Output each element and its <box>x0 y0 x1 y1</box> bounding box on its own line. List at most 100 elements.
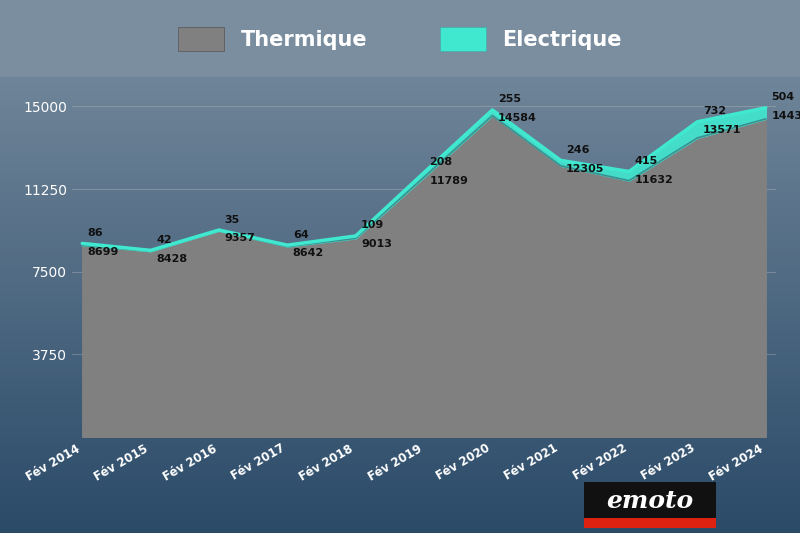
Bar <box>0 419 800 421</box>
Bar <box>0 309 800 311</box>
Text: 42: 42 <box>156 235 172 245</box>
Bar <box>0 384 800 385</box>
Bar <box>0 215 800 217</box>
Bar <box>0 224 800 225</box>
Bar <box>0 455 800 457</box>
Bar <box>0 28 800 30</box>
Bar <box>0 48 800 50</box>
Bar <box>0 219 800 220</box>
Bar <box>0 201 800 203</box>
Bar <box>0 288 800 289</box>
Bar <box>0 203 800 204</box>
Bar <box>0 12 800 14</box>
Bar <box>0 107 800 108</box>
Bar <box>0 132 800 133</box>
Bar <box>0 473 800 474</box>
Bar <box>0 20 800 21</box>
Bar <box>0 444 800 446</box>
Bar <box>0 279 800 281</box>
Bar <box>0 192 800 193</box>
Bar <box>0 428 800 430</box>
Bar <box>0 272 800 273</box>
Bar <box>0 204 800 206</box>
Bar <box>0 505 800 506</box>
Bar <box>0 185 800 187</box>
Bar <box>0 458 800 460</box>
Bar <box>0 425 800 426</box>
Bar <box>0 126 800 128</box>
Bar <box>0 345 800 346</box>
Bar <box>0 531 800 533</box>
Bar <box>0 257 800 260</box>
Bar <box>0 80 800 82</box>
Bar <box>0 101 800 103</box>
Bar <box>0 364 800 366</box>
Bar <box>0 241 800 244</box>
Bar <box>0 394 800 396</box>
Bar <box>0 5 800 7</box>
Bar <box>0 302 800 304</box>
Bar <box>0 462 800 464</box>
Bar <box>0 181 800 183</box>
Bar <box>0 361 800 362</box>
Bar <box>0 529 800 531</box>
Bar <box>0 59 800 60</box>
Bar <box>0 199 800 201</box>
Bar <box>0 36 800 37</box>
Bar <box>0 289 800 292</box>
Bar <box>0 100 800 101</box>
Bar <box>0 499 800 501</box>
Bar <box>0 158 800 160</box>
Bar <box>0 273 800 276</box>
Text: 109: 109 <box>361 221 384 230</box>
Bar <box>0 146 800 148</box>
Bar <box>0 53 800 55</box>
Bar <box>0 476 800 478</box>
Bar <box>0 330 800 332</box>
Bar <box>0 62 800 64</box>
Text: 9013: 9013 <box>361 239 392 249</box>
Bar <box>0 469 800 471</box>
Bar <box>0 196 800 197</box>
Bar <box>0 254 800 256</box>
Bar <box>0 325 800 327</box>
Bar <box>0 87 800 89</box>
Bar <box>0 108 800 110</box>
Text: 255: 255 <box>498 94 521 104</box>
Bar <box>0 401 800 403</box>
Bar <box>0 300 800 302</box>
Bar <box>0 441 800 442</box>
Bar <box>0 144 800 146</box>
Bar <box>0 32 800 34</box>
Bar <box>0 501 800 503</box>
Bar <box>0 490 800 492</box>
Bar <box>0 105 800 107</box>
Bar <box>0 426 800 428</box>
Bar <box>0 177 800 180</box>
Bar <box>0 156 800 158</box>
Bar <box>0 25 800 27</box>
Bar <box>0 464 800 465</box>
Bar <box>0 348 800 350</box>
Bar <box>0 4 800 5</box>
Text: 732: 732 <box>703 106 726 116</box>
Bar <box>0 324 800 325</box>
Bar <box>0 373 800 375</box>
Bar <box>0 60 800 62</box>
Bar <box>0 249 800 251</box>
Text: 35: 35 <box>225 214 240 224</box>
Bar <box>0 76 800 78</box>
Bar <box>0 52 800 53</box>
Bar <box>0 128 800 130</box>
Text: 13571: 13571 <box>703 125 742 135</box>
Bar <box>0 9 800 11</box>
Bar <box>0 183 800 185</box>
Bar <box>0 82 800 84</box>
Bar <box>0 212 800 213</box>
Bar <box>0 149 800 151</box>
Bar <box>0 375 800 377</box>
Bar <box>0 121 800 123</box>
Bar <box>0 266 800 268</box>
Bar <box>0 265 800 266</box>
Bar <box>0 423 800 425</box>
